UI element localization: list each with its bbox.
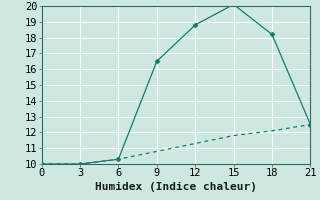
X-axis label: Humidex (Indice chaleur): Humidex (Indice chaleur) [95,182,257,192]
